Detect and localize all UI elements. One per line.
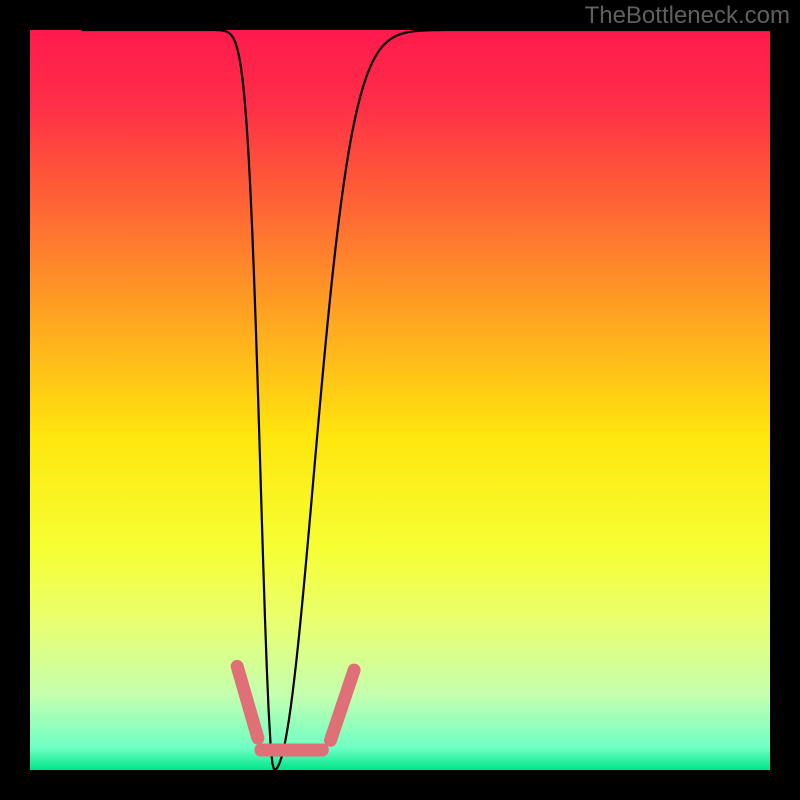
plot-background-gradient — [30, 30, 770, 770]
bottleneck-chart — [0, 0, 800, 800]
chart-container: TheBottleneck.com — [0, 0, 800, 800]
watermark-text: TheBottleneck.com — [585, 2, 790, 30]
